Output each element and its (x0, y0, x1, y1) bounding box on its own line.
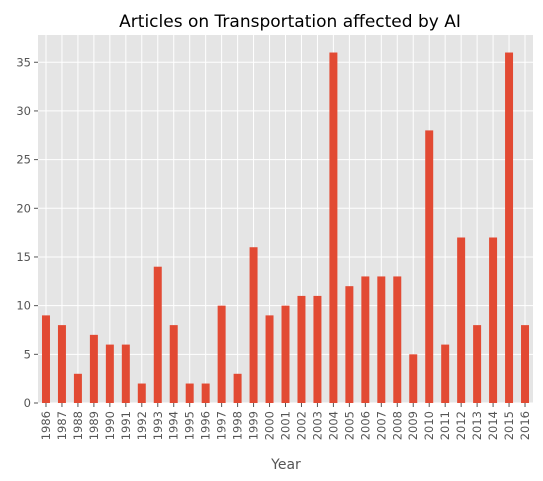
bars (41, 52, 530, 404)
bar-1989 (89, 334, 98, 403)
bar-1987 (57, 325, 66, 403)
x-axis-title: Year (270, 457, 301, 473)
bar-2005 (345, 286, 354, 403)
y-tick-label: 25 (16, 153, 31, 167)
x-tick-label: 1999 (247, 411, 261, 440)
x-tick-label: 2002 (294, 411, 308, 440)
bar-1996 (201, 383, 210, 403)
x-tick-label: 2011 (438, 411, 452, 440)
bar-1993 (153, 266, 162, 403)
bar-2013 (473, 325, 482, 403)
bar-2002 (297, 295, 306, 403)
y-tick-label: 10 (16, 299, 31, 313)
bar-2004 (329, 52, 338, 404)
y-axis-ticks: 0 5 10 15 20 25 30 35 (16, 55, 38, 410)
x-tick-label: 1995 (183, 411, 197, 440)
x-tick-label: 1988 (71, 411, 85, 440)
bar-1999 (249, 247, 258, 403)
bar-1998 (233, 373, 242, 403)
x-tick-label: 1986 (39, 411, 53, 440)
bar-1986 (41, 315, 50, 403)
y-tick-label: 35 (16, 55, 31, 69)
x-tick-label: 1998 (231, 411, 245, 440)
x-tick-label: 2014 (486, 411, 500, 440)
x-tick-label: 1992 (135, 411, 149, 440)
bar-1990 (105, 344, 114, 403)
x-tick-label: 2010 (422, 411, 436, 440)
x-tick-label: 2012 (454, 411, 468, 440)
x-tick-label: 2016 (518, 411, 532, 440)
bar-2001 (281, 305, 290, 403)
y-tick-label: 30 (16, 104, 31, 118)
bar-2003 (313, 295, 322, 403)
y-tick-label: 0 (24, 396, 31, 410)
x-tick-label: 1989 (87, 411, 101, 440)
x-tick-label: 1987 (55, 411, 69, 440)
x-tick-label: 2000 (263, 411, 277, 440)
y-tick-label: 15 (16, 250, 31, 264)
x-tick-label: 1994 (167, 411, 181, 440)
x-tick-label: 2013 (470, 411, 484, 440)
x-tick-label: 2006 (358, 411, 372, 440)
bar-1997 (217, 305, 226, 403)
bar-2006 (361, 276, 370, 403)
x-tick-label: 2004 (326, 411, 340, 440)
x-tick-label: 2005 (342, 411, 356, 440)
x-axis-ticks: 1986 1987 1988 1989 1990 1991 1992 1993 1994 1995… (39, 403, 532, 440)
bar-1992 (137, 383, 146, 403)
bar-2008 (393, 276, 402, 403)
x-tick-label: 1990 (103, 411, 117, 440)
bar-2000 (265, 315, 274, 403)
x-tick-label: 1993 (151, 411, 165, 440)
bar-2010 (425, 130, 434, 403)
bar-1991 (121, 344, 130, 403)
y-tick-label: 20 (16, 201, 31, 215)
x-tick-label: 2007 (374, 411, 388, 440)
bar-2015 (505, 52, 514, 404)
bar-2009 (409, 354, 418, 403)
x-tick-label: 1997 (215, 411, 229, 440)
bar-1988 (73, 373, 82, 403)
x-tick-label: 2008 (390, 411, 404, 440)
x-tick-label: 2015 (502, 411, 516, 440)
chart-title: Articles on Transportation affected by A… (119, 12, 461, 32)
bar-2012 (457, 237, 466, 403)
bar-1994 (169, 325, 178, 403)
bar-2014 (489, 237, 498, 403)
bar-2007 (377, 276, 386, 403)
bar-2011 (441, 344, 450, 403)
x-tick-label: 2003 (310, 411, 324, 440)
y-tick-label: 5 (24, 347, 31, 361)
x-tick-label: 1996 (199, 411, 213, 440)
x-tick-label: 2009 (406, 411, 420, 440)
bar-1995 (185, 383, 194, 403)
x-tick-label: 1991 (119, 411, 133, 440)
bar-2016 (521, 325, 530, 403)
x-tick-label: 2001 (279, 411, 293, 440)
